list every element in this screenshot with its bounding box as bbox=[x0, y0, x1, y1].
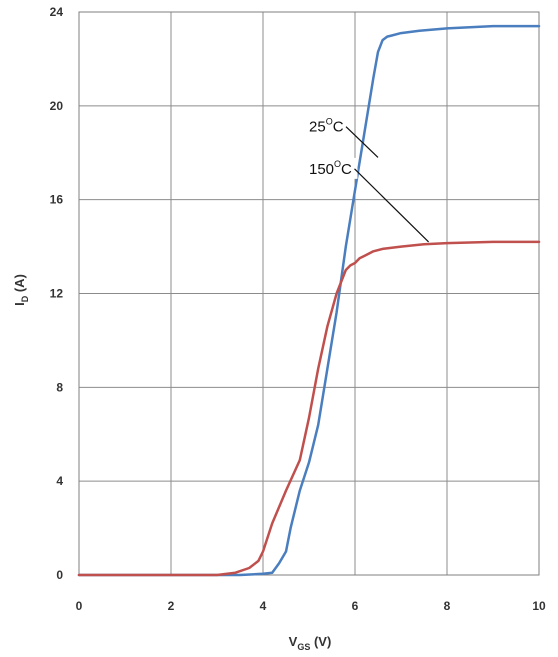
annotation-background bbox=[306, 157, 358, 179]
series-line-0 bbox=[77, 24, 541, 577]
annotation-background bbox=[306, 115, 349, 137]
x-tick-label: 10 bbox=[532, 599, 546, 613]
y-tick-label: 8 bbox=[56, 380, 63, 394]
y-tick-label: 0 bbox=[56, 568, 63, 582]
series-layer bbox=[77, 24, 541, 577]
x-tick-label: 6 bbox=[352, 599, 359, 613]
annotation-leader-line bbox=[345, 126, 379, 158]
x-tick-label: 0 bbox=[76, 599, 83, 613]
y-tick-label: 20 bbox=[50, 99, 64, 113]
y-tick-label: 24 bbox=[50, 5, 64, 19]
series-label-1: 150OC bbox=[309, 159, 352, 178]
x-tick-label: 4 bbox=[260, 599, 267, 613]
x-axis-label: VGS (V) bbox=[289, 634, 332, 652]
annotation-layer: 25OC 150OC bbox=[306, 115, 430, 243]
annotation-leader-line bbox=[354, 168, 430, 243]
plot-border bbox=[78, 11, 540, 576]
y-axis-label: ID (A) bbox=[12, 274, 30, 306]
x-tick-labels: 0 2 4 6 8 10 bbox=[76, 599, 546, 613]
y-tick-label: 16 bbox=[50, 193, 64, 207]
grid-lines bbox=[78, 11, 540, 576]
y-tick-label: 4 bbox=[56, 474, 63, 488]
series-label-0: 25OC bbox=[309, 117, 344, 136]
x-tick-label: 8 bbox=[444, 599, 451, 613]
y-tick-labels: 0 4 8 12 16 20 24 bbox=[50, 5, 64, 582]
series-line-1 bbox=[77, 240, 541, 577]
x-tick-label: 2 bbox=[168, 599, 175, 613]
y-tick-label: 12 bbox=[50, 287, 64, 301]
